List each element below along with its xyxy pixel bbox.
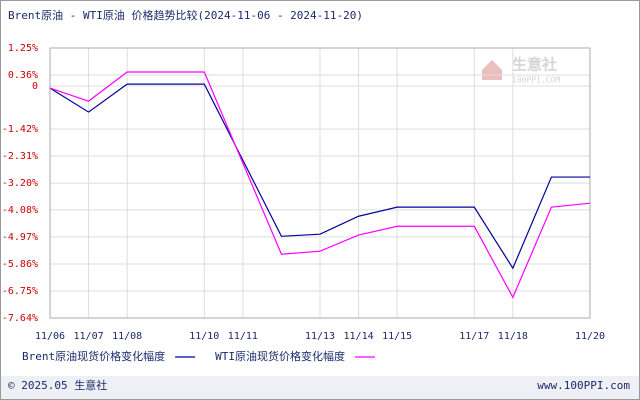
y-tick-label: -4.97% (2, 232, 38, 243)
watermark: 生意社 100PPI.COM (482, 56, 560, 85)
plot-border (49, 47, 591, 319)
x-tick-label: 11/07 (74, 331, 104, 342)
chart-title: Brent原油 - WTI原油 价格趋势比较(2024-11-06 - 2024… (8, 8, 363, 22)
legend-label: Brent原油现货价格变化幅度 (22, 349, 165, 363)
x-tick-label: 11/18 (498, 331, 528, 342)
x-tick-label: 11/08 (112, 331, 142, 342)
y-tick-label: -1.42% (2, 124, 38, 135)
x-tick-label: 11/06 (35, 331, 65, 342)
legend-label: WTI原油现货价格变化幅度 (215, 349, 345, 363)
y-tick-label: 1.25% (8, 43, 38, 54)
y-tick-label: -2.31% (2, 151, 38, 162)
x-tick-label: 11/13 (305, 331, 335, 342)
footer-band (1, 376, 639, 399)
footer-right: www.100PPI.com (537, 379, 630, 392)
y-tick-label: 0 (32, 81, 38, 92)
footer-left: © 2025.05 生意社 (8, 378, 107, 392)
x-tick-label: 11/20 (575, 331, 605, 342)
watermark-text: 生意社 (512, 56, 557, 74)
y-tick-label: -7.64% (2, 313, 38, 324)
y-tick-label: -6.75% (2, 286, 38, 297)
series-line (49, 83, 590, 270)
y-tick-label: -3.20% (2, 178, 38, 189)
x-tick-label: 11/17 (459, 331, 489, 342)
series-line (49, 71, 591, 299)
y-tick-label: 0.36% (8, 70, 38, 81)
x-tick-label: 11/10 (189, 331, 219, 342)
x-tick-label: 11/15 (382, 331, 412, 342)
x-tick-label: 11/11 (228, 331, 258, 342)
watermark-sub: 100PPI.COM (512, 76, 560, 85)
y-tick-label: -5.86% (2, 259, 38, 270)
y-tick-label: -4.08% (2, 205, 38, 216)
x-tick-label: 11/14 (344, 331, 374, 342)
